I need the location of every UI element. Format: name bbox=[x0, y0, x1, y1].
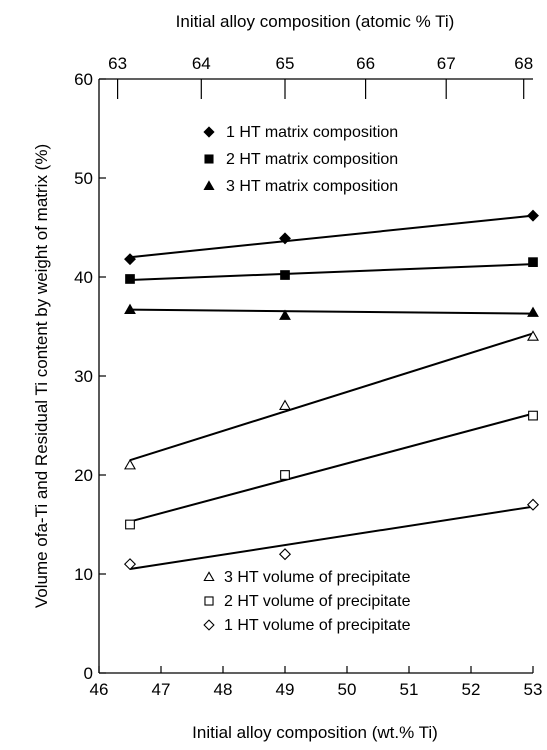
series-2-fit-line bbox=[129, 263, 534, 281]
legend-top-marker bbox=[203, 126, 215, 138]
y-axis-title: Volume ofa-Ti and Residual Ti content by… bbox=[32, 144, 51, 608]
series-6-point bbox=[526, 498, 540, 511]
series-5-fit-line bbox=[129, 412, 534, 523]
series-4-point bbox=[527, 330, 539, 341]
series-5-point bbox=[528, 410, 538, 421]
series-6-point bbox=[278, 548, 292, 561]
x-tick-label: 51 bbox=[400, 680, 419, 699]
x-tick-label: 46 bbox=[90, 680, 109, 699]
x-tick-label: 47 bbox=[152, 680, 171, 699]
legend-bottom-marker bbox=[203, 619, 215, 631]
series-1-point bbox=[279, 232, 291, 245]
legend-bottom-label: 3 HT volume of precipitate bbox=[224, 569, 411, 586]
x2-axis-title: Initial alloy composition (atomic % Ti) bbox=[176, 12, 455, 31]
x-axis-title: Initial alloy composition (wt.% Ti) bbox=[192, 723, 438, 742]
legend-bottom-label: 2 HT volume of precipitate bbox=[224, 593, 411, 610]
series-5-point bbox=[125, 519, 135, 530]
legend-bottom-marker bbox=[203, 571, 215, 582]
y-tick-label: 20 bbox=[74, 466, 93, 485]
legend-top-marker bbox=[204, 154, 214, 164]
x2-tick-label: 66 bbox=[356, 54, 375, 73]
x2-tick-label: 68 bbox=[514, 54, 533, 73]
series-3-fit-line bbox=[129, 308, 534, 315]
series-3-point bbox=[124, 303, 136, 314]
legend-bottom-label: 1 HT volume of precipitate bbox=[224, 617, 411, 634]
legend-top-label: 3 HT matrix composition bbox=[226, 178, 398, 195]
x-tick-label: 50 bbox=[338, 680, 357, 699]
legend-top-label: 2 HT matrix composition bbox=[226, 151, 398, 168]
series-3-point bbox=[527, 306, 539, 317]
series-2-point bbox=[125, 274, 135, 284]
legend-bottom-marker bbox=[204, 596, 214, 606]
series-6-fit-line bbox=[129, 505, 534, 571]
x2-tick-label: 67 bbox=[437, 54, 456, 73]
y-tick-label: 50 bbox=[74, 169, 93, 188]
series-4-point bbox=[279, 399, 291, 411]
y-tick-label: 60 bbox=[74, 70, 93, 89]
series-5-point bbox=[280, 470, 290, 480]
legend-top-label: 1 HT matrix composition bbox=[226, 124, 398, 141]
legend-top-marker bbox=[203, 180, 215, 191]
series-6-point bbox=[123, 558, 137, 571]
series-2-point bbox=[528, 257, 538, 267]
plot-area: 0 10 20 30 40 50 60 46 47 48 49 50 51 52 53 63 64 65 66 67 6… bbox=[74, 54, 542, 699]
series-1-point bbox=[527, 209, 539, 222]
x-tick-label: 49 bbox=[276, 680, 295, 699]
y-tick-label: 40 bbox=[74, 268, 93, 287]
x-tick-label: 48 bbox=[214, 680, 233, 699]
series-3-point bbox=[279, 309, 291, 320]
x-tick-label: 53 bbox=[524, 680, 543, 699]
x2-tick-label: 64 bbox=[192, 54, 211, 73]
series-1-point bbox=[124, 253, 136, 266]
y-tick-label: 0 bbox=[84, 664, 93, 683]
x2-tick-label: 63 bbox=[108, 54, 127, 73]
series-1-fit-line bbox=[129, 214, 534, 259]
series-2-point bbox=[280, 270, 290, 280]
series-4-fit-line bbox=[129, 332, 534, 462]
y-tick-label: 10 bbox=[74, 565, 93, 584]
x-tick-label: 52 bbox=[462, 680, 481, 699]
y-tick-label: 30 bbox=[74, 367, 93, 386]
x2-tick-label: 65 bbox=[276, 54, 295, 73]
series-4-point bbox=[124, 458, 136, 470]
